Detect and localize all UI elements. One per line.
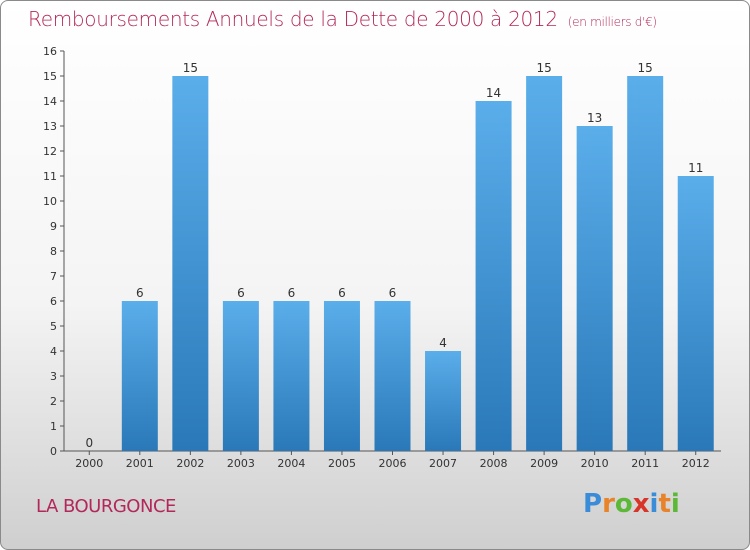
y-tick-label: 7 xyxy=(50,270,57,283)
chart-title: Remboursements Annuels de la Dette de 20… xyxy=(28,7,657,31)
bar-value-label: 11 xyxy=(688,161,703,175)
bar xyxy=(172,76,209,451)
x-tick-label: 2001 xyxy=(126,457,154,470)
x-tick-label: 2009 xyxy=(530,457,558,470)
y-tick-label: 12 xyxy=(43,145,57,158)
chart-bars: 0 6 15 6 6 6 6 4 14 15 13 15 11 xyxy=(85,61,714,451)
bar-value-label: 6 xyxy=(338,286,346,300)
bar-value-label: 6 xyxy=(237,286,245,300)
bar-value-label: 15 xyxy=(638,61,653,75)
x-tick-label: 2011 xyxy=(631,457,659,470)
bar xyxy=(677,176,714,451)
x-tick-label: 2000 xyxy=(75,457,103,470)
bar-value-label: 15 xyxy=(183,61,198,75)
y-tick-label: 1 xyxy=(50,420,57,433)
bar-value-label: 6 xyxy=(389,286,397,300)
logo-letter: r xyxy=(602,489,615,519)
bar-value-label: 6 xyxy=(136,286,144,300)
bar xyxy=(627,76,664,451)
x-tick-label: 2010 xyxy=(581,457,609,470)
x-tick-label: 2002 xyxy=(176,457,204,470)
chart-title-text: Remboursements Annuels de la Dette de 20… xyxy=(28,7,558,31)
y-tick-label: 11 xyxy=(43,170,57,183)
bar xyxy=(121,301,158,451)
y-tick-label: 10 xyxy=(43,195,57,208)
chart-unit: (en milliers d'€) xyxy=(567,15,657,29)
bar-value-label: 0 xyxy=(85,436,93,450)
x-tick-label: 2008 xyxy=(480,457,508,470)
y-tick-label: 3 xyxy=(50,370,57,383)
bar xyxy=(576,126,613,451)
y-tick-label: 5 xyxy=(50,320,57,333)
x-tick-label: 2007 xyxy=(429,457,457,470)
y-tick-label: 4 xyxy=(50,345,57,358)
y-tick-label: 16 xyxy=(43,45,57,58)
y-tick-label: 13 xyxy=(43,120,57,133)
bar xyxy=(475,101,512,451)
bar-value-label: 15 xyxy=(536,61,551,75)
bar-value-label: 14 xyxy=(486,86,501,100)
bar-value-label: 4 xyxy=(439,336,447,350)
x-tick-label: 2012 xyxy=(682,457,710,470)
bar xyxy=(323,301,360,451)
logo-letter: P xyxy=(583,489,603,519)
logo-letter: t xyxy=(658,489,671,519)
x-tick-label: 2005 xyxy=(328,457,356,470)
x-tick-label: 2003 xyxy=(227,457,255,470)
bar xyxy=(273,301,310,451)
y-tick-label: 14 xyxy=(43,95,57,108)
y-tick-label: 0 xyxy=(50,445,57,458)
bar xyxy=(222,301,259,451)
bar xyxy=(374,301,411,451)
bar xyxy=(526,76,563,451)
logo-letter: i xyxy=(649,489,659,519)
x-tick-label: 2006 xyxy=(379,457,407,470)
bar-value-label: 13 xyxy=(587,111,602,125)
proxiti-logo: Proxiti xyxy=(583,489,680,519)
y-tick-label: 6 xyxy=(50,295,57,308)
y-tick-label: 2 xyxy=(50,395,57,408)
logo-letter: x xyxy=(632,489,650,519)
y-tick-label: 15 xyxy=(43,70,57,83)
bar-value-label: 6 xyxy=(288,286,296,300)
y-tick-label: 9 xyxy=(50,220,57,233)
bar xyxy=(425,351,462,451)
y-tick-label: 8 xyxy=(50,245,57,258)
commune-name: LA BOURGONCE xyxy=(36,496,176,517)
logo-letter: o xyxy=(614,489,633,519)
logo-letter: i xyxy=(670,489,680,519)
x-tick-label: 2004 xyxy=(277,457,305,470)
